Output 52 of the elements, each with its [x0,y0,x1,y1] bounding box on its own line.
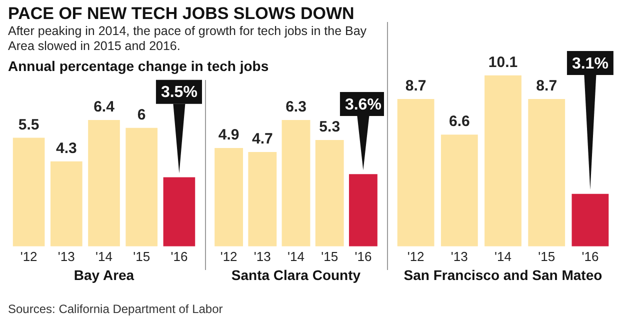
data-label: 10.1 [488,54,518,71]
text: Annual percentage change in tech jobs [8,58,269,74]
bar [214,148,244,246]
bar [282,120,310,246]
x-tick-label: '16 [354,248,372,264]
bar [572,194,609,246]
x-axis-title: Bay Area [72,267,136,283]
data-label: 5.5 [18,116,40,134]
x-tick-label: '13 [254,248,271,264]
bar [348,174,378,246]
bar [88,120,120,246]
data-label: 4.9 [218,126,240,144]
data-label: 3.6% [344,96,382,114]
x-tick-label: '15 [133,248,150,264]
x-axis-title: San Francisco and San Mateo [402,267,604,283]
chart-subtitle: After peaking in 2014, the pace of growth for tech jobs in the Bay Area slowed in 2015 and 2016. [8,24,368,54]
data-label: 5.3 [319,118,340,136]
data-label: 6.3 [286,98,306,116]
bar [440,134,478,246]
data-label: 6.6 [448,113,470,130]
source-note: Sources: California Department of Labor [8,302,223,316]
data-label: 4.7 [252,130,273,148]
bar [248,152,277,246]
bar [397,99,434,246]
bar [315,140,344,246]
x-tick-label: '12 [407,248,424,264]
data-label: 4.3 [56,140,77,158]
bar [528,99,566,246]
bar [12,138,45,246]
data-label: 6.4 [94,98,116,116]
x-tick-label: '12 [220,248,238,264]
x-tick-label: '15 [321,248,338,264]
x-tick-label: '13 [450,248,468,264]
bar [484,75,522,246]
bar [126,128,158,246]
data-label: 3.5% [160,84,198,102]
x-axis-title: Santa Clara County [230,267,362,283]
data-label: 3.1% [572,55,608,72]
data-label: 8.7 [405,78,426,95]
x-tick-label: '15 [538,248,556,264]
x-tick-label: '14 [288,248,304,264]
x-tick-label: '16 [582,248,599,264]
x-tick-label: '14 [494,248,512,264]
x-tick-label: '16 [170,248,188,264]
x-tick-label: '12 [20,248,38,264]
x-tick-label: '14 [96,248,112,264]
data-label: 6 [137,106,146,124]
data-label: 8.7 [536,78,558,95]
chart-title: PACE OF NEW TECH JOBS SLOWS DOWN [8,4,354,24]
bar [50,161,82,246]
x-tick-label: '13 [58,248,75,264]
bar [163,177,196,246]
